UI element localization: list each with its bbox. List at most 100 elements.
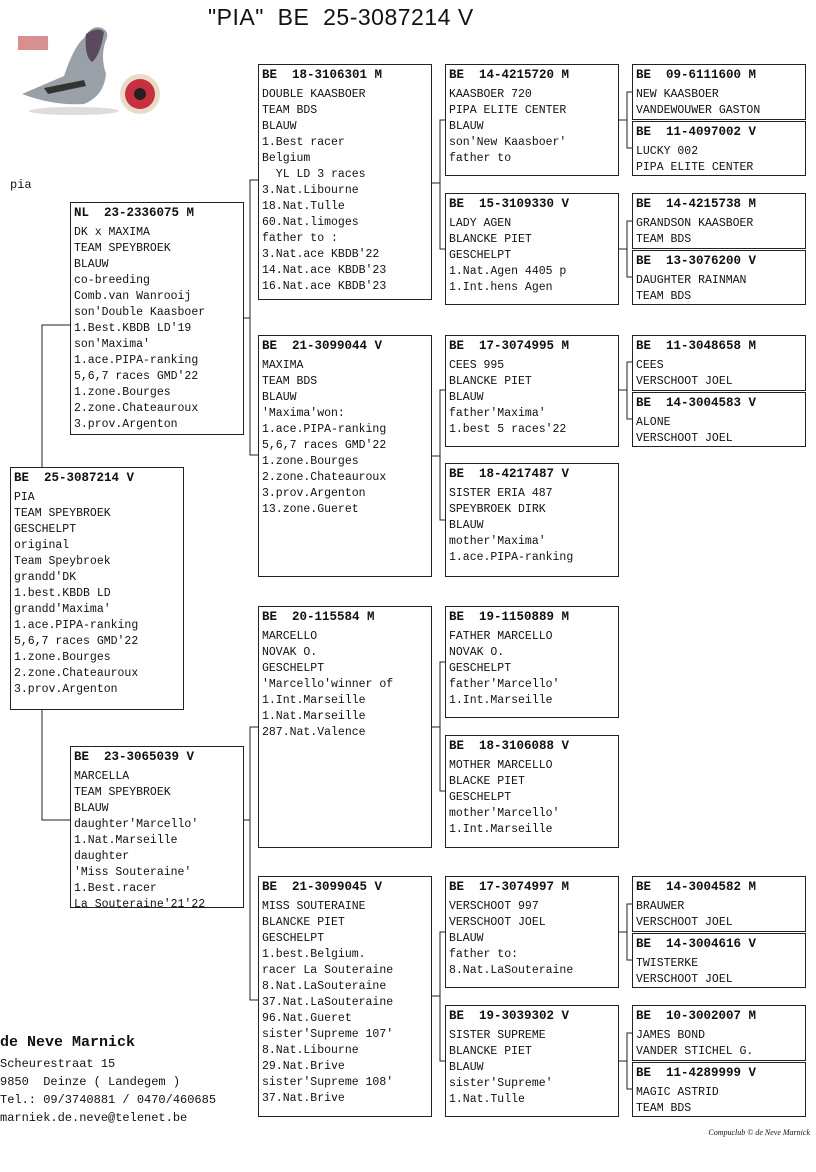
pedigree-line: 287.Nat.Valence [262,726,366,739]
pedigree-line: 5,6,7 races GMD'22 [74,370,199,383]
pedigree-line: PIA [14,491,35,504]
pedigree-line: BLANCKE PIET [449,233,532,246]
pedigree-line: sister'Supreme' [449,1077,553,1090]
pedigree-line: BLAUW [449,391,484,404]
pedigree-line: 'Marcello'winner of [262,678,394,691]
pedigree-line: 1.Best.racer [74,882,157,895]
gen5-box[interactable]: BE 14-3004616 V TWISTERKE VERSCHOOT JOEL [632,933,806,988]
pedigree-line: BLAUW [449,932,484,945]
gen4-box[interactable]: BE 17-3074995 M CEES 995 BLANCKE PIET BLAUW… [445,335,619,447]
pedigree-line: SISTER SUPREME [449,1029,546,1042]
ring-number: BE 15-3109330 V [449,197,570,211]
pedigree-line: 2.zone.Chateauroux [262,471,387,484]
pedigree-line: BLACKE PIET [449,775,525,788]
ring-number: BE 10-3002007 M [636,1009,757,1023]
gen3-box[interactable]: BE 18-3106301 M DOUBLE KAASBOER TEAM BDS BL… [258,64,432,300]
pedigree-line: CEES 995 [449,359,505,372]
ring-number: BE 18-4217487 V [449,467,570,481]
pedigree-line: TEAM BDS [262,375,318,388]
pedigree-line: original [14,539,70,552]
pedigree-line: father to [449,152,512,165]
gen4-box[interactable]: BE 19-1150889 M FATHER MARCELLO NOVAK O. GE… [445,606,619,718]
pedigree-line: 'Miss Souteraine' [74,866,192,879]
pedigree-line: son'Double Kaasboer [74,306,206,319]
pedigree-line: 3.prov.Argenton [14,683,118,696]
pedigree-line: 1.zone.Bourges [262,455,359,468]
pedigree-line: 14.Nat.ace KBDB'23 [262,264,387,277]
gen4-box[interactable]: BE 17-3074997 M VERSCHOOT 997 VERSCHOOT JO… [445,876,619,988]
owner-city: 9850 Deinze ( Landegem ) [0,1075,181,1089]
gen4-box[interactable]: BE 18-3106088 V MOTHER MARCELLO BLACKE PIE… [445,735,619,848]
gen5-box[interactable]: BE 11-4289999 V MAGIC ASTRID TEAM BDS [632,1062,806,1117]
gen5-box[interactable]: BE 11-3048658 M CEES VERSCHOOT JOEL [632,335,806,391]
pedigree-line: VANDER STICHEL G. [636,1045,754,1058]
pedigree-line: father to : [262,232,338,245]
gen5-box[interactable]: BE 11-4097002 V LUCKY 002 PIPA ELITE CENTE… [632,121,806,176]
ring-number: BE 09-6111600 M [636,68,757,82]
gen3-box[interactable]: BE 20-115584 M MARCELLO NOVAK O. GESCHELPT '… [258,606,432,848]
gen4-box[interactable]: BE 18-4217487 V SISTER ERIA 487 SPEYBROEK … [445,463,619,577]
pedigree-line: NOVAK O. [262,646,318,659]
pedigree-line: 60.Nat.limoges [262,216,359,229]
pedigree-line: PIPA ELITE CENTER [449,104,567,117]
pedigree-title: "PIA" BE 25-3087214 V [208,4,474,30]
gen4-box[interactable]: BE 14-4215720 M KAASBOER 720 PIPA ELITE CE… [445,64,619,176]
pedigree-line: GESCHELPT [449,662,512,675]
pedigree-line: 5,6,7 races GMD'22 [262,439,387,452]
owner-phone: Tel.: 09/3740881 / 0470/460685 [0,1093,217,1107]
gen3-box[interactable]: BE 21-3099045 V MISS SOUTERAINE BLANCKE PI… [258,876,432,1117]
pedigree-line: SISTER ERIA 487 [449,487,553,500]
sire[interactable]: NL 23-2336075 M DK x MAXIMA TEAM SPEYBROEK… [70,202,244,435]
pedigree-line: 1.Int.Marseille [449,694,553,707]
pedigree-line: Team Speybroek [14,555,111,568]
pedigree-line: TEAM BDS [262,104,318,117]
owner-email[interactable]: marniek.de.neve@telenet.be [0,1111,188,1125]
gen3-box[interactable]: BE 21-3099044 V MAXIMA TEAM BDS BLAUW 'Maxim… [258,335,432,577]
pedigree-line: 8.Nat.LaSouteraine [449,964,574,977]
pedigree-line: VERSCHOOT JOEL [449,916,546,929]
nickname: pia [10,178,32,192]
pedigree-line: MOTHER MARCELLO [449,759,553,772]
gen5-box[interactable]: BE 09-6111600 M NEW KAASBOER VANDEWOUWER G… [632,64,806,120]
gen4-box[interactable]: BE 15-3109330 V LADY AGEN BLANCKE PIET GESC… [445,193,619,305]
gen5-box[interactable]: BE 14-3004583 V ALONE VERSCHOOT JOEL [632,392,806,447]
pedigree-line: 16.Nat.ace KBDB'23 [262,280,387,293]
pedigree-line: DOUBLE KAASBOER [262,88,366,101]
owner-info: de Neve Marnick Scheurestraat 15 9850 De… [0,1034,216,1127]
gen5-box[interactable]: BE 14-4215738 M GRANDSON KAASBOER TEAM BDS [632,193,806,249]
pedigree-line: TEAM BDS [636,233,692,246]
pedigree-line: VERSCHOOT 997 [449,900,539,913]
pedigree-line: VERSCHOOT JOEL [636,375,733,388]
subject[interactable]: BE 25-3087214 V PIA TEAM SPEYBROEK GESCHELP… [10,467,184,710]
pedigree-line: 2.zone.Chateauroux [74,402,199,415]
gen4-box[interactable]: BE 19-3039302 V SISTER SUPREME BLANCKE PIE… [445,1005,619,1117]
pedigree-line: BLAUW [74,258,109,271]
ring-number: BE 25-3087214 V [14,471,135,485]
pedigree-line: MARCELLO [262,630,318,643]
pedigree-line: 1.best.Belgium. [262,948,366,961]
pedigree-line: ALONE [636,416,671,429]
owner-name: de Neve Marnick [0,1034,136,1051]
ring-number: BE 18-3106088 V [449,739,570,753]
gen5-box[interactable]: BE 13-3076200 V DAUGHTER RAINMAN TEAM BDS [632,250,806,305]
pedigree-line: 3.prov.Argenton [74,418,178,431]
pedigree-line: VERSCHOOT JOEL [636,432,733,445]
pedigree-line: 37.Nat.Brive [262,1092,345,1105]
pedigree-line: BLANCKE PIET [449,375,532,388]
ring-number: BE 11-4289999 V [636,1066,757,1080]
pedigree-line: TEAM SPEYBROEK [74,242,171,255]
pedigree-line: VANDEWOUWER GASTON [636,104,761,117]
pedigree-line: 2.zone.Chateauroux [14,667,139,680]
pedigree-line: TEAM SPEYBROEK [14,507,111,520]
pedigree-line: TEAM BDS [636,1102,692,1115]
pedigree-line: 1.Nat.Tulle [449,1093,525,1106]
dam[interactable]: BE 23-3065039 V MARCELLA TEAM SPEYBROEK BLA… [70,746,244,908]
pedigree-line: BLAUW [74,802,109,815]
pedigree-line: 1.ace.PIPA-ranking [262,423,387,436]
pedigree-line: 5,6,7 races GMD'22 [14,635,139,648]
pedigree-line: BRAUWER [636,900,685,913]
gen5-box[interactable]: BE 10-3002007 M JAMES BOND VANDER STICHEL … [632,1005,806,1061]
gen5-box[interactable]: BE 14-3004582 M BRAUWER VERSCHOOT JOEL [632,876,806,932]
pigeon-photo [18,27,160,115]
